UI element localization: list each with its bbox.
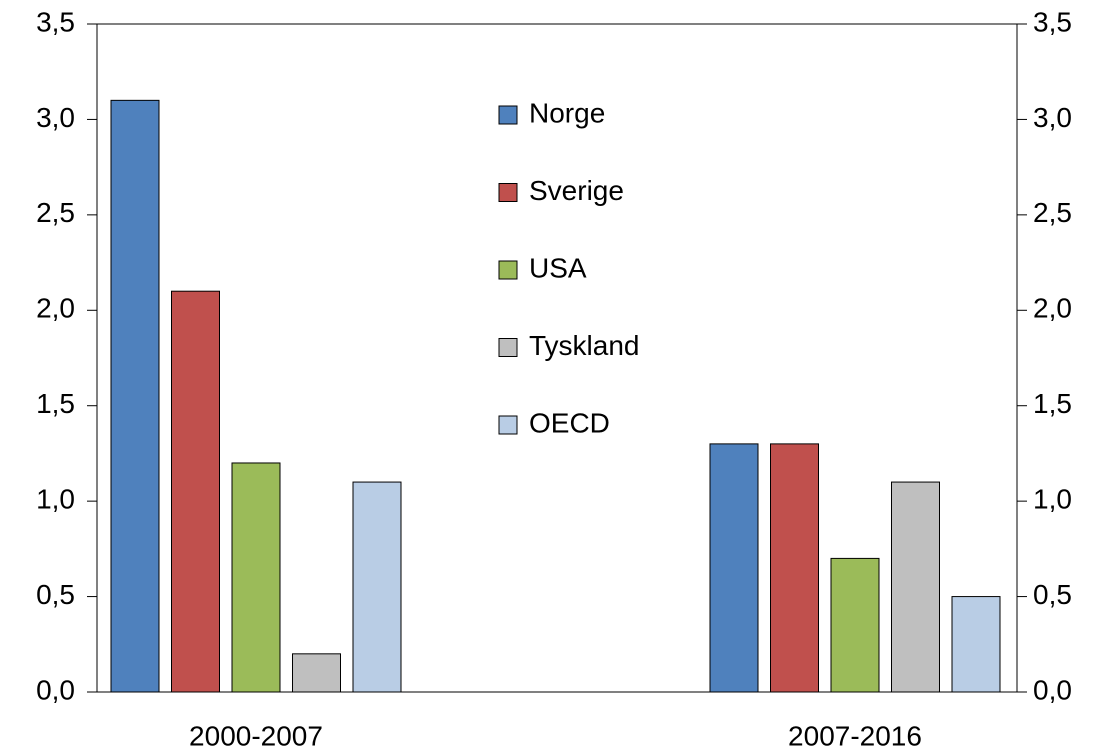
- y-tick-label: 0,5: [36, 579, 75, 610]
- bar: [352, 481, 402, 693]
- y2-tick-label: 1,5: [1033, 388, 1072, 419]
- y-tick-label: 1,5: [36, 388, 75, 419]
- legend-label: OECD: [529, 407, 610, 438]
- y2-tick-label: 3,5: [1033, 6, 1072, 37]
- x-tick-label: 2000-2007: [189, 720, 323, 751]
- bar: [830, 557, 880, 693]
- legend-swatch: [498, 260, 518, 280]
- y2-tick-label: 2,5: [1033, 197, 1072, 228]
- bar: [110, 99, 160, 693]
- bar: [891, 481, 940, 693]
- y2-tick-label: 0,0: [1033, 674, 1072, 705]
- y-tick-label: 1,0: [36, 484, 75, 515]
- legend-swatch: [498, 105, 518, 125]
- y2-tick-label: 0,5: [1033, 579, 1072, 610]
- x-tick-label: 2007-2016: [788, 720, 922, 751]
- bar: [770, 443, 819, 693]
- legend-swatch: [498, 338, 518, 357]
- y2-tick-label: 2,0: [1033, 293, 1072, 324]
- legend-label: Sverige: [529, 175, 624, 206]
- bar: [171, 290, 220, 693]
- y-tick-label: 0,0: [36, 674, 75, 705]
- y2-tick-label: 1,0: [1033, 484, 1072, 515]
- legend-label: Tyskland: [529, 330, 640, 361]
- bar: [709, 443, 759, 693]
- y-tick-label: 2,0: [36, 293, 75, 324]
- bar: [951, 596, 1001, 693]
- legend-swatch: [498, 415, 518, 435]
- y-tick-label: 3,5: [36, 6, 75, 37]
- plot-frame: [96, 23, 1018, 693]
- legend-label: Norge: [529, 97, 605, 128]
- y-tick-label: 3,0: [36, 102, 75, 133]
- bar: [231, 462, 281, 693]
- bar: [292, 653, 341, 693]
- y2-tick-label: 3,0: [1033, 102, 1072, 133]
- legend-label: USA: [529, 252, 587, 283]
- legend-swatch: [498, 183, 518, 202]
- y-tick-label: 2,5: [36, 197, 75, 228]
